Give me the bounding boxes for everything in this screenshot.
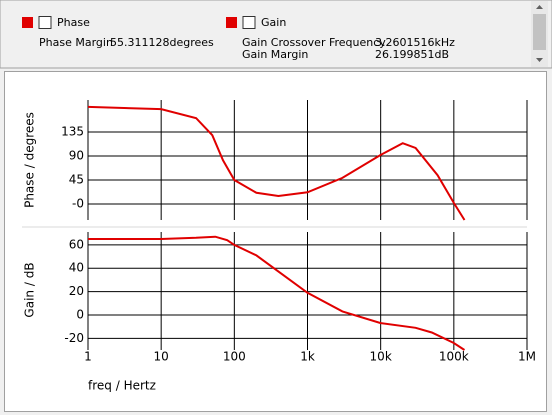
color-swatch (22, 17, 33, 28)
x-tick-label: 1k (300, 350, 315, 364)
info-value: 55.311128degrees (110, 36, 214, 49)
y-tick-label: 45 (69, 173, 84, 187)
y-tick-label: 90 (69, 149, 84, 163)
checkbox[interactable] (242, 16, 256, 29)
y-tick-label: 20 (69, 284, 84, 298)
y-tick-label: 135 (61, 125, 84, 139)
scroll-thumb[interactable] (533, 14, 546, 50)
y-tick-label: -20 (64, 331, 84, 345)
y-tick-label: 0 (76, 307, 84, 321)
info-label: Phase Margin (39, 36, 113, 49)
x-tick-label: 100k (439, 350, 469, 364)
series-line (87, 105, 466, 221)
scroll-down[interactable] (536, 58, 543, 62)
y-axis-label: Gain / dB (23, 262, 37, 317)
plot-panel (4, 71, 547, 412)
y-axis-label: Phase / degrees (23, 112, 37, 208)
x-tick-label: 1 (84, 350, 92, 364)
x-tick-label: 1M (518, 350, 536, 364)
checkbox[interactable] (38, 16, 52, 29)
x-tick-label: 100 (223, 350, 246, 364)
info-label: Gain Margin (242, 48, 308, 61)
info-value: 26.199851dB (375, 48, 449, 61)
info-value: 3.2601516kHz (375, 36, 455, 49)
x-tick-label: 10 (154, 350, 169, 364)
legend-label: Phase (57, 16, 90, 29)
top-panel (0, 0, 552, 69)
y-tick-label: 40 (69, 261, 84, 275)
scroll-up[interactable] (536, 5, 543, 9)
x-axis-label: freq / Hertz (88, 379, 156, 393)
legend-label: Gain (261, 16, 286, 29)
series-line (88, 235, 466, 351)
color-swatch (226, 17, 237, 28)
info-label: Gain Crossover Frequency (242, 36, 386, 49)
y-tick-label: 60 (69, 237, 84, 251)
y-tick-label: -0 (72, 197, 84, 211)
x-tick-label: 10k (370, 350, 392, 364)
